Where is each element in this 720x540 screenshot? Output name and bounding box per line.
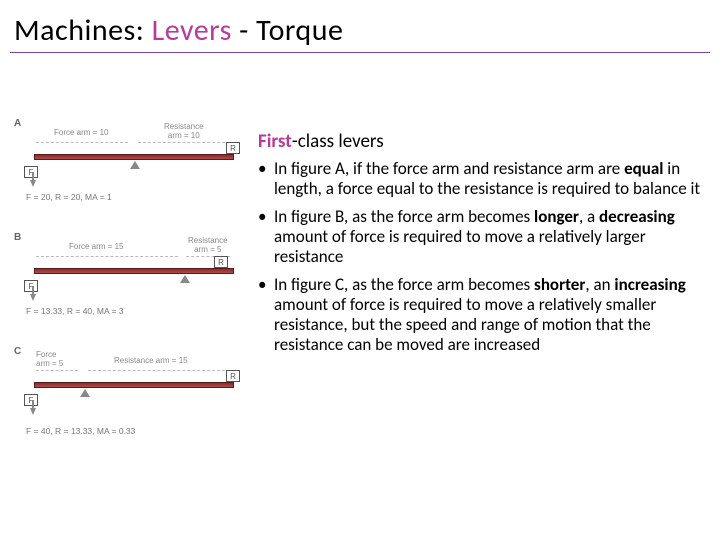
figure-caption: F = 13.33, R = 40, MA = 3: [26, 306, 124, 316]
force-box: F: [24, 280, 38, 292]
title-accent1: Levers: [152, 12, 232, 49]
resistance-box: R: [226, 142, 240, 154]
bullet-bold: equal: [624, 158, 663, 179]
title-underline: [10, 52, 710, 53]
diagrams-column: A Force arm = 10 Resistance arm = 10 R F…: [14, 120, 246, 470]
bullet-bold: longer: [534, 206, 579, 227]
bullet-bold: increasing: [614, 274, 685, 295]
bullet-text: , a: [579, 206, 599, 227]
bullet-bold: shorter: [534, 274, 585, 295]
resistance-box: R: [214, 256, 228, 268]
fulcrum-icon: [180, 275, 190, 283]
content-column: First-class levers In figure A, if the f…: [258, 130, 702, 363]
force-box: F: [24, 166, 38, 178]
dimension-line: [88, 370, 230, 371]
force-arm-label: Force arm = 10: [54, 128, 108, 137]
bullet-text: amount of force is required to move a re…: [274, 226, 646, 267]
force-arm-label: Force arm = 15: [69, 242, 123, 251]
subheading: First-class levers: [258, 130, 702, 153]
fulcrum-icon: [80, 389, 90, 397]
bullet-text: In figure C, as the force arm becomes: [274, 274, 534, 295]
arrow-down-icon: [30, 408, 36, 415]
resistance-arm-label: Resistance arm = 10: [164, 122, 204, 140]
bullet-bold: decreasing: [599, 206, 675, 227]
list-item: In figure B, as the force arm becomes lo…: [258, 207, 702, 267]
bullet-text: In figure A, if the force arm and resist…: [274, 158, 624, 179]
list-item: In figure A, if the force arm and resist…: [258, 159, 702, 199]
figure-b: B Force arm = 15 Resistance arm = 5 R F …: [14, 234, 246, 326]
figure-caption: F = 20, R = 20, MA = 1: [26, 192, 112, 202]
arrow-down-icon: [30, 294, 36, 301]
resistance-arm-label: Resistance arm = 15: [114, 356, 188, 365]
dimension-line: [36, 142, 128, 143]
bullet-text: amount of force is required to move a re…: [274, 294, 656, 355]
resistance-box: R: [226, 370, 240, 382]
fulcrum-icon: [130, 161, 140, 169]
subheading-accent: First: [258, 130, 292, 153]
bullet-text: In figure B, as the force arm becomes: [274, 206, 534, 227]
dimension-line: [36, 370, 78, 371]
force-box: F: [24, 394, 38, 406]
title-part4: Torque: [256, 12, 343, 49]
title-part3: -: [232, 12, 256, 49]
lever-bar: [34, 268, 234, 274]
figure-label: A: [14, 118, 21, 129]
lever-bar: [34, 382, 234, 388]
list-item: In figure C, as the force arm becomes sh…: [258, 275, 702, 355]
figure-c: C Force arm = 5 Resistance arm = 15 R F …: [14, 348, 246, 448]
dimension-line: [138, 142, 230, 143]
lever-bar: [34, 154, 234, 160]
resistance-arm-label: Resistance arm = 5: [188, 236, 228, 254]
bullet-text: , an: [585, 274, 614, 295]
figure-label: B: [14, 232, 21, 243]
figure-label: C: [14, 346, 21, 357]
arrow-down-icon: [30, 180, 36, 187]
bullet-list: In figure A, if the force arm and resist…: [258, 159, 702, 355]
title-part1: Machines:: [14, 12, 152, 49]
page-title: Machines: Levers - Torque: [14, 12, 343, 49]
dimension-line: [36, 256, 178, 257]
subheading-rest: -class levers: [292, 130, 384, 153]
figure-a: A Force arm = 10 Resistance arm = 10 R F…: [14, 120, 246, 212]
figure-caption: F = 40, R = 13.33, MA = 0.33: [26, 426, 135, 436]
force-arm-label: Force arm = 5: [36, 350, 63, 368]
